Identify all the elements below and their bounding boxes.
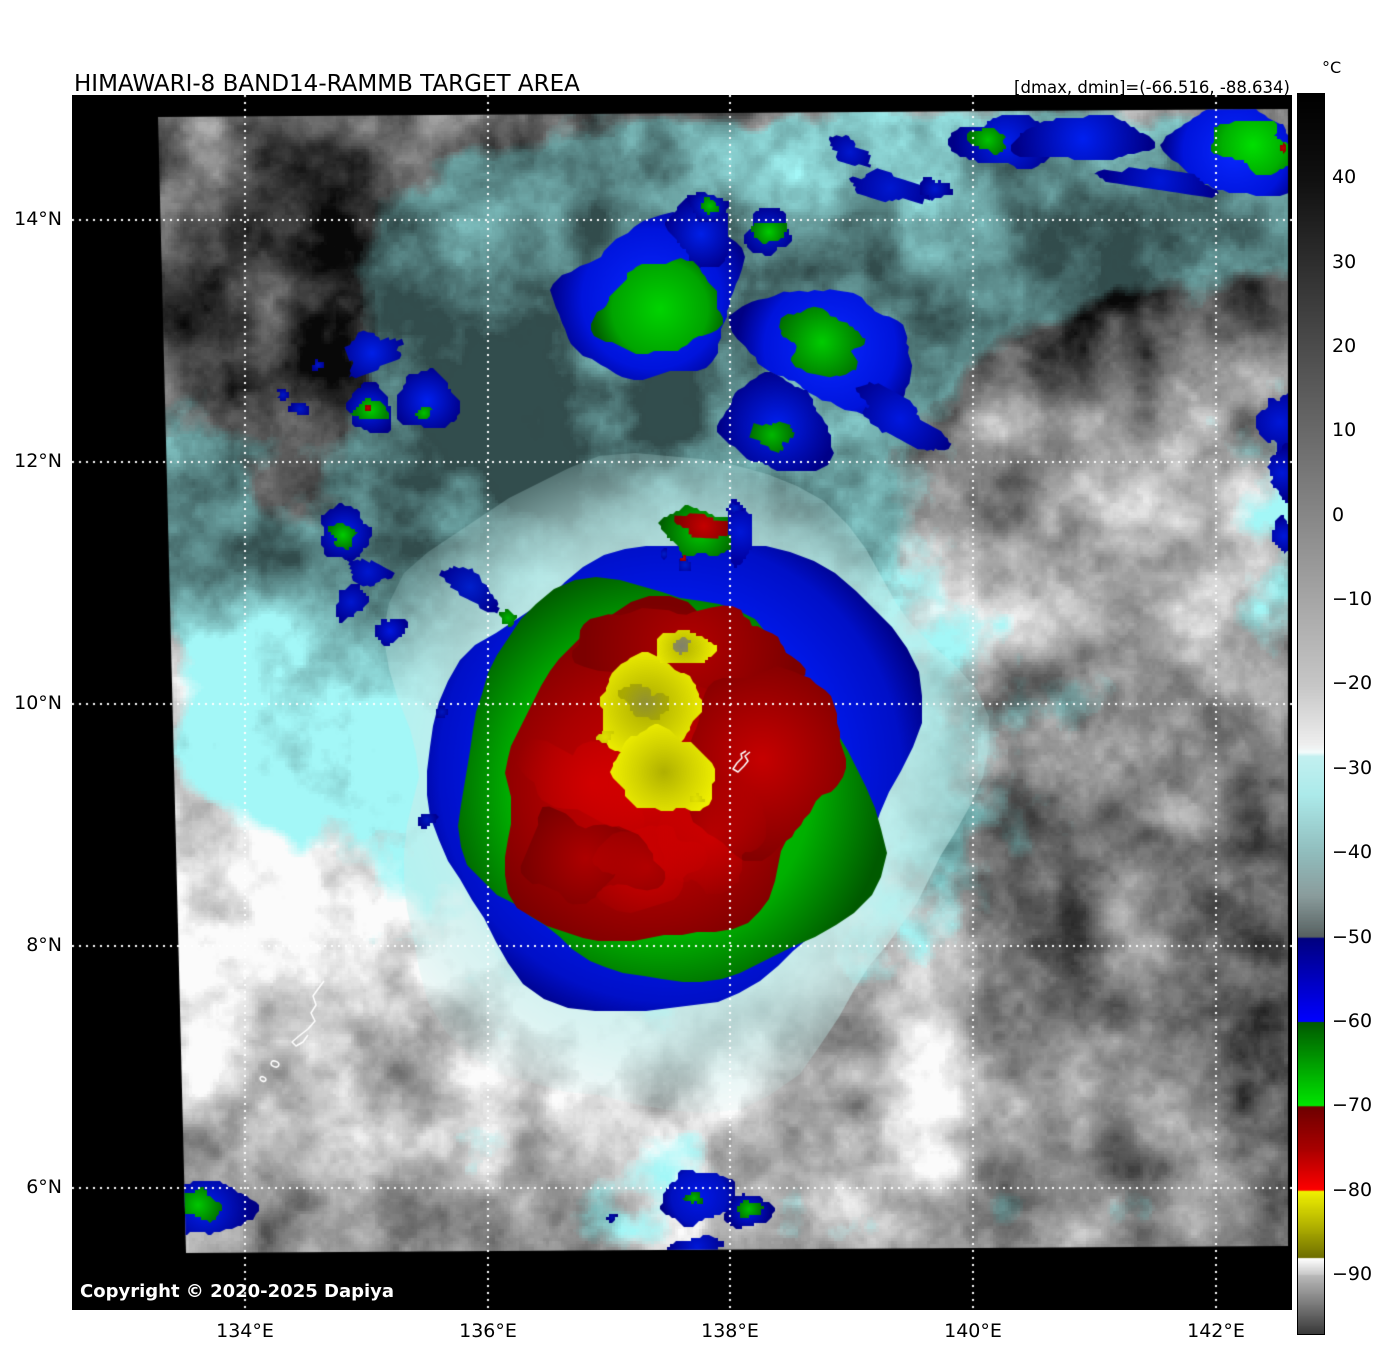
lon-label-136E: 136°E <box>459 1320 517 1342</box>
lon-label-140E: 140°E <box>944 1320 1002 1342</box>
satellite-map-canvas <box>72 95 1292 1310</box>
colorbar-tick--60: −60 <box>1332 1009 1373 1032</box>
dmax-dmin-line: [dmax, dmin]=(-66.516, -88.634) <box>1014 78 1290 97</box>
colorbar-tick--10: −10 <box>1332 588 1373 611</box>
lon-label-142E: 142°E <box>1187 1320 1245 1342</box>
colorbar-tick--30: −30 <box>1332 756 1373 779</box>
colorbar-tick--40: −40 <box>1332 841 1373 864</box>
lat-label-10N: 10°N <box>14 692 62 714</box>
title-line: HIMAWARI-8 BAND14-RAMMB TARGET AREA <box>74 71 580 97</box>
lat-label-6N: 6°N <box>26 1176 62 1198</box>
colorbar <box>1297 93 1325 1335</box>
lat-label-14N: 14°N <box>14 208 62 230</box>
colorbar-unit-label: °C <box>1322 58 1342 77</box>
lat-label-12N: 12°N <box>14 450 62 472</box>
colorbar-tick--70: −70 <box>1332 1094 1373 1117</box>
colorbar-tick-0: 0 <box>1332 503 1345 526</box>
copyright-text: Copyright © 2020-2025 Dapiya <box>80 1281 395 1302</box>
colorbar-tick-20: 20 <box>1332 335 1357 358</box>
lon-label-134E: 134°E <box>216 1320 274 1342</box>
colorbar-tick-30: 30 <box>1332 250 1357 273</box>
colorbar-tick-40: 40 <box>1332 166 1357 189</box>
colorbar-tick-10: 10 <box>1332 419 1357 442</box>
colorbar-tick--20: −20 <box>1332 672 1373 695</box>
lon-label-138E: 138°E <box>701 1320 759 1342</box>
lat-label-8N: 8°N <box>26 934 62 956</box>
colorbar-tick--50: −50 <box>1332 925 1373 948</box>
colorbar-tick--90: −90 <box>1332 1262 1373 1285</box>
colorbar-tick--80: −80 <box>1332 1178 1373 1201</box>
